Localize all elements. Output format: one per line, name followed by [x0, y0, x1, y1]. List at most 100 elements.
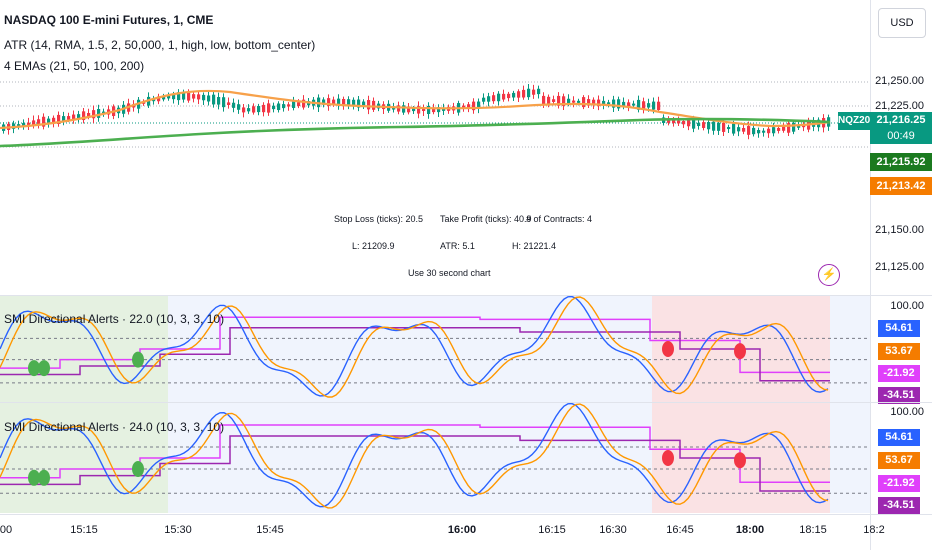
smi-pane-1-title[interactable]: SMI Directional Alerts · 22.0 (10, 3, 3,… [4, 312, 225, 326]
candle [322, 97, 326, 108]
smi-pane-2-scale-top: 100.00 [890, 406, 924, 418]
candle [767, 125, 771, 138]
smi-pane-2-title[interactable]: SMI Directional Alerts · 24.0 (10, 3, 3,… [4, 420, 225, 434]
ema-orange-line [0, 89, 831, 130]
smi-pane-2-tag-purple: -34.51 [878, 497, 920, 514]
candle [787, 120, 791, 136]
symbol-title[interactable]: NASDAQ 100 E-mini Futures, 1, CME [4, 13, 214, 27]
candle [472, 98, 476, 114]
candle [42, 113, 46, 130]
candle [792, 120, 796, 135]
candle [367, 95, 371, 115]
candle [227, 97, 231, 109]
smi-pane-1[interactable] [0, 296, 870, 402]
smi-step-line-magenta [0, 424, 830, 483]
take-profit-text: Take Profit (ticks): 40.9 [440, 214, 532, 224]
lightning-icon[interactable]: ⚡ [818, 264, 840, 286]
candle [667, 116, 671, 126]
candle [467, 101, 471, 113]
candle [52, 115, 56, 128]
bearish-alert-dot [734, 343, 746, 360]
high-text: H: 21221.4 [512, 241, 557, 251]
candle [242, 104, 246, 118]
candle [342, 96, 346, 110]
pane-divider[interactable] [0, 402, 932, 403]
smi-step-line-purple [0, 435, 830, 492]
candle [437, 104, 441, 117]
smi-pane-2-tag-orange: 53.67 [878, 452, 920, 469]
candle [637, 95, 641, 113]
time-label: 15:45 [256, 524, 284, 536]
last-price-tag: 21,216.25 00:49 [870, 112, 932, 144]
candle [492, 91, 496, 104]
time-label: 16:15 [538, 524, 566, 536]
time-label: 18:2 [863, 524, 885, 536]
stop-loss-text: Stop Loss (ticks): 20.5 [334, 214, 424, 224]
smi-pane-2[interactable] [0, 403, 870, 513]
candle [727, 124, 731, 133]
candle [247, 104, 251, 114]
smi-step-line-magenta [0, 316, 830, 374]
candle [232, 98, 236, 113]
candle [92, 105, 96, 124]
price-tick: 21,125.00 [875, 261, 924, 273]
price-tick: 21,225.00 [875, 100, 924, 112]
bullish-alert-dot [28, 360, 40, 377]
candle [352, 97, 356, 110]
candle [82, 107, 86, 124]
bullish-alert-dot [28, 469, 40, 486]
candle [592, 97, 596, 109]
candle [782, 122, 786, 133]
candle [372, 97, 376, 113]
note-text: Use 30 second chart [408, 268, 491, 278]
last-price-value: 21,216.25 [876, 114, 926, 126]
smi-pane-2-tag-blue: 54.61 [878, 429, 920, 446]
candlesticks [2, 83, 831, 140]
ema-green-tag: 21,215.92 [870, 153, 932, 171]
candle [507, 91, 511, 102]
bullish-alert-dot [38, 360, 50, 377]
candle [327, 94, 331, 111]
candle [347, 96, 351, 110]
candle [202, 92, 206, 105]
time-label: 16:30 [599, 524, 627, 536]
candle [272, 102, 276, 113]
candle [612, 95, 616, 112]
bearish-alert-dot [662, 450, 674, 466]
smi-line-orange [0, 403, 829, 509]
candle [737, 123, 741, 137]
candle [537, 85, 541, 99]
candle [532, 84, 536, 99]
candle [627, 99, 631, 112]
candle [522, 85, 526, 100]
candle [17, 120, 21, 130]
candle [177, 89, 181, 105]
price-chart[interactable] [0, 0, 870, 295]
ema-orange-tag: 21,213.42 [870, 177, 932, 195]
candle [252, 103, 256, 115]
candle [497, 91, 501, 106]
candle [772, 122, 776, 137]
candle [582, 95, 586, 110]
atr-indicator-legend[interactable]: ATR (14, RMA, 1.5, 2, 50,000, 1, high, l… [4, 38, 316, 52]
candle [137, 97, 141, 114]
currency-button[interactable]: USD [878, 8, 926, 38]
bearish-alert-dot [662, 341, 674, 357]
candle [617, 96, 621, 111]
time-label: 15:30 [164, 524, 192, 536]
pane-divider[interactable] [0, 295, 932, 296]
candle [762, 128, 766, 137]
candle [22, 119, 26, 130]
candle [62, 111, 66, 126]
bullish-alert-dot [38, 469, 50, 486]
smi-line-blue [0, 296, 829, 397]
smi-pane-2-tag-magenta: -21.92 [878, 475, 920, 492]
candle [502, 89, 506, 102]
ema-indicator-legend[interactable]: 4 EMAs (21, 50, 100, 200) [4, 59, 145, 73]
candle [602, 96, 606, 110]
candle [212, 90, 216, 108]
smi-pane-1-tag-magenta: -21.92 [878, 365, 920, 382]
candle [282, 100, 286, 112]
candle [597, 95, 601, 111]
candle [257, 103, 261, 116]
